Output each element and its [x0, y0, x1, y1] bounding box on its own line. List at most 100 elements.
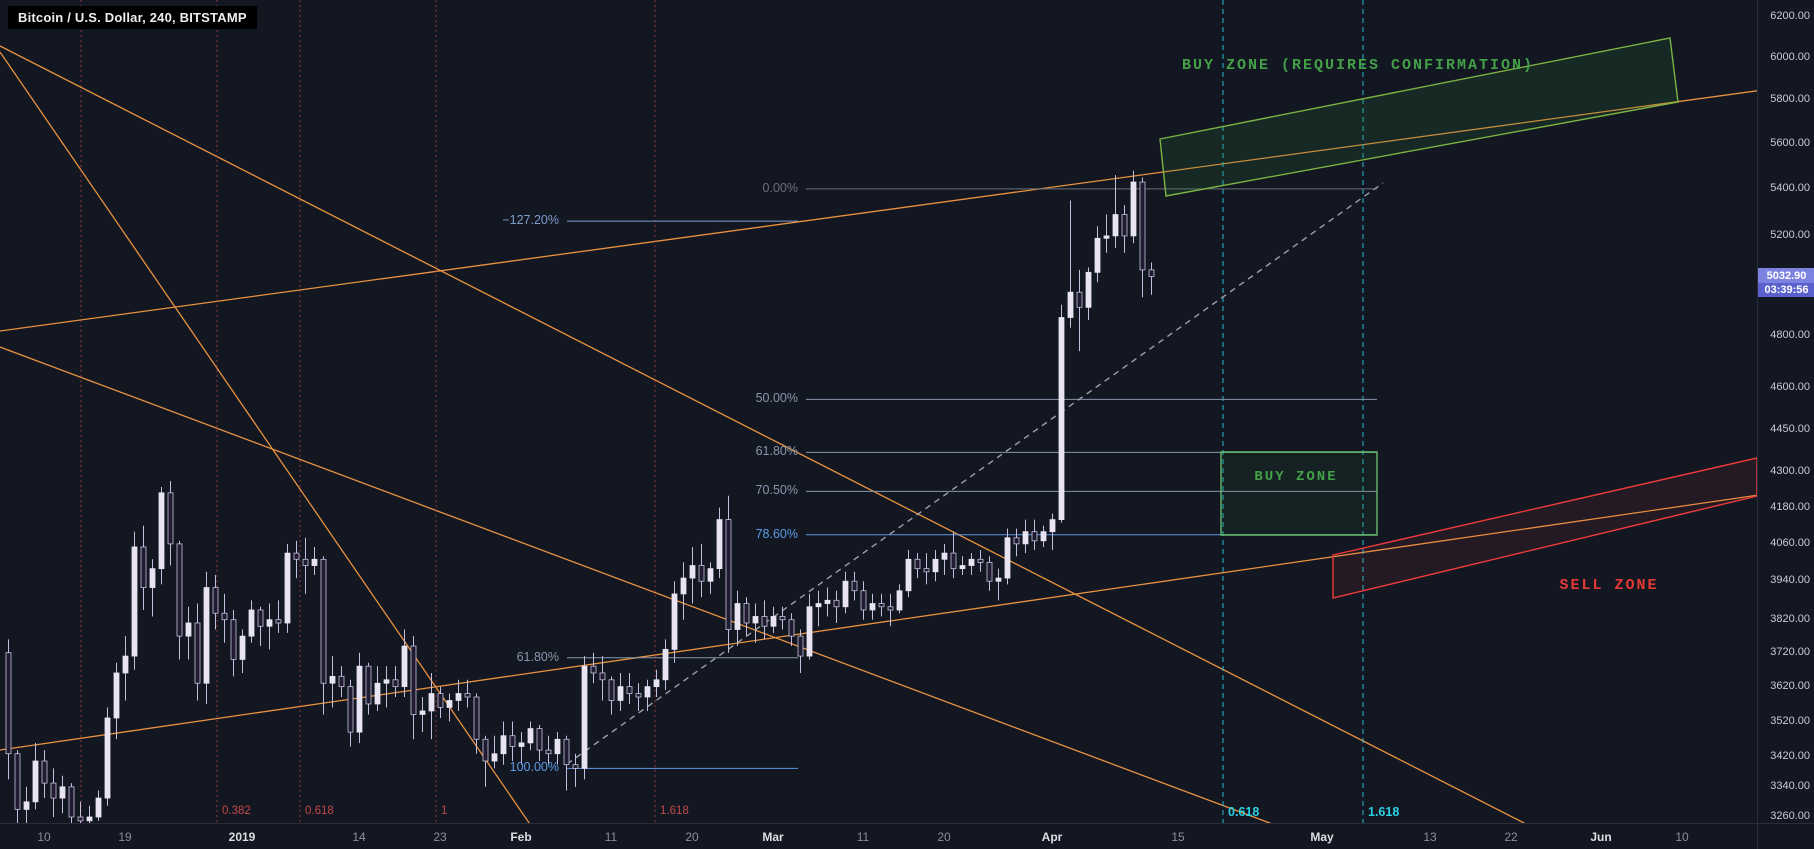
- symbol-legend[interactable]: Bitcoin / U.S. Dollar, 240, BITSTAMP: [8, 6, 257, 29]
- symbol-title: Bitcoin / U.S. Dollar, 240, BITSTAMP: [18, 10, 247, 25]
- candle-body: [932, 558, 939, 573]
- candle-body: [500, 735, 507, 755]
- price-axis-label: 6000.00: [1770, 50, 1810, 63]
- time-axis-label: Mar: [762, 830, 784, 844]
- price-axis-label: 4800.00: [1770, 328, 1810, 341]
- candle-body: [275, 619, 282, 624]
- price-axis-label: 3420.00: [1770, 750, 1810, 763]
- candle-body: [122, 655, 129, 674]
- candle-body: [743, 603, 750, 624]
- candle-body: [374, 682, 381, 705]
- buy-zone-confirmation-label[interactable]: BUY ZONE (REQUIRES CONFIRMATION): [1181, 57, 1535, 74]
- candle-body: [23, 801, 30, 810]
- candle-body: [455, 693, 462, 701]
- candle-body: [77, 816, 84, 822]
- last-price-badge: 5032.90 03:39:56: [1758, 267, 1814, 297]
- candle-body: [221, 612, 228, 621]
- candle-body: [1013, 537, 1020, 545]
- time-axis-label: 11: [604, 830, 618, 844]
- candle-body: [860, 590, 867, 611]
- candle-body: [554, 738, 561, 755]
- buy-zone-label[interactable]: BUY ZONE: [1254, 469, 1338, 485]
- candle-body: [914, 558, 921, 570]
- candle-body: [401, 645, 408, 688]
- candle-body: [320, 558, 327, 684]
- time-axis-label: Apr: [1041, 830, 1063, 844]
- candle-body: [896, 590, 903, 611]
- candle-body: [671, 593, 678, 650]
- candle-body: [113, 672, 120, 719]
- price-axis-label: 3620.00: [1770, 679, 1810, 692]
- price-axis-label: 4060.00: [1770, 536, 1810, 549]
- candle-body: [473, 696, 480, 740]
- candle-body: [842, 580, 849, 608]
- candle-body: [365, 665, 372, 705]
- candle-body: [1103, 235, 1110, 239]
- candle-body: [1004, 537, 1011, 579]
- candle-body: [149, 568, 156, 588]
- time-axis-label: Jun: [1590, 830, 1612, 844]
- candle-body: [653, 679, 660, 688]
- candle-body: [437, 693, 444, 708]
- candle-body: [662, 648, 669, 681]
- trendline-orange[interactable]: [0, 51, 547, 849]
- candle-body: [950, 552, 957, 570]
- candle-body: [1148, 269, 1155, 277]
- candle-body: [626, 686, 633, 694]
- time-axis-label: 19: [118, 830, 132, 844]
- candle-body: [851, 580, 858, 592]
- time-axis-label: 13: [1423, 830, 1437, 844]
- candle-body: [230, 619, 237, 660]
- candle-body: [239, 635, 246, 660]
- candle-body: [941, 552, 948, 560]
- candle-body: [635, 693, 642, 698]
- candle-body: [293, 552, 300, 560]
- candle-body: [1022, 531, 1029, 545]
- trendline-orange[interactable]: [0, 45, 1575, 849]
- candle-body: [761, 616, 768, 627]
- time-axis-label: 10: [37, 830, 51, 844]
- time-axis[interactable]: 10 19 2019 14 23 Feb 11 20 Mar 11 20 Apr 15 May 13 22 Ju…: [0, 823, 1814, 849]
- candle-body: [977, 558, 984, 563]
- dashed-trendline[interactable]: [566, 182, 1384, 765]
- candle-body: [446, 700, 453, 708]
- price-scale[interactable]: 5032.90 03:39:56 6200.00 6000.00 5800.00 56…: [1757, 0, 1814, 823]
- candle-body: [392, 679, 399, 688]
- candle-body: [581, 665, 588, 769]
- candle-body: [644, 686, 651, 698]
- candle-body: [590, 665, 597, 674]
- time-axis-label: 10: [1675, 830, 1689, 844]
- price-axis-label: 6200.00: [1770, 10, 1810, 22]
- price-axis-label: 5400.00: [1770, 181, 1810, 194]
- zone-sell[interactable]: [1332, 457, 1757, 599]
- price-axis-label: 3820.00: [1770, 612, 1810, 625]
- candle-body: [266, 619, 273, 627]
- candle-body: [968, 558, 975, 566]
- sell-zone-label[interactable]: SELL ZONE: [1559, 577, 1659, 594]
- zone-buy_confirmation[interactable]: [1159, 37, 1679, 197]
- time-axis-label: 11: [856, 830, 870, 844]
- price-axis-label: 4180.00: [1770, 500, 1810, 513]
- candle-body: [302, 558, 309, 566]
- candle-body: [185, 622, 192, 637]
- trendline-orange[interactable]: [0, 346, 1339, 849]
- zone-buy[interactable]: [1220, 451, 1378, 536]
- candle-body: [1058, 317, 1065, 521]
- candle-body: [698, 565, 705, 582]
- candle-body: [284, 552, 291, 624]
- candle-body: [482, 738, 489, 762]
- last-price-value: 5032.90: [1758, 267, 1814, 283]
- price-axis-label: 5600.00: [1770, 136, 1810, 149]
- time-axis-label: 23: [433, 830, 447, 844]
- price-axis-label: 5800.00: [1770, 92, 1810, 105]
- candle-body: [905, 558, 912, 592]
- trendline-orange[interactable]: [0, 83, 1814, 332]
- trendline-orange[interactable]: [0, 487, 1814, 751]
- candle-body: [509, 735, 516, 747]
- price-axis-label: 3340.00: [1770, 779, 1810, 792]
- candle-body: [599, 672, 606, 681]
- candle-countdown: 03:39:56: [1758, 282, 1814, 297]
- candle-body: [212, 587, 219, 614]
